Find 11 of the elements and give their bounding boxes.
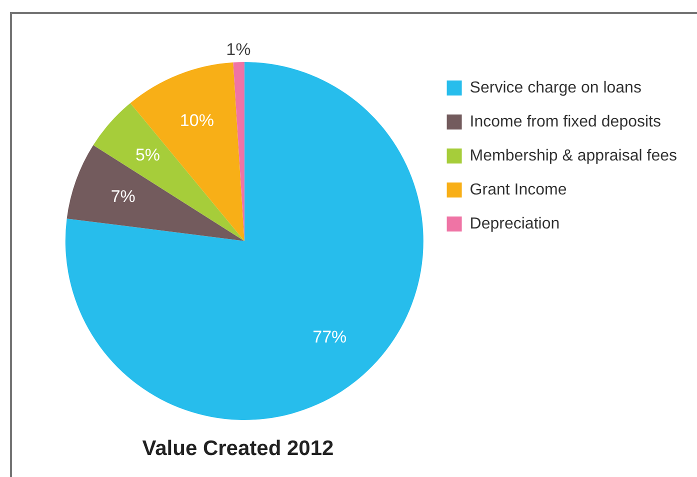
text: Value Created 2012 [141,437,335,461]
legend-label: Service charge on loans [470,79,642,96]
data-label: 1% [226,40,251,59]
legend-label: Membership & appraisal fees [470,147,678,164]
legend-label: Income from fixed deposits [470,113,661,130]
legend-label: Grant Income [470,181,567,198]
data-label: 10% [180,110,214,130]
data-label: 77% [312,327,347,346]
data-label: 5% [135,145,160,164]
legend-label: Depreciation [470,215,560,232]
data-label: 7% [110,187,136,206]
